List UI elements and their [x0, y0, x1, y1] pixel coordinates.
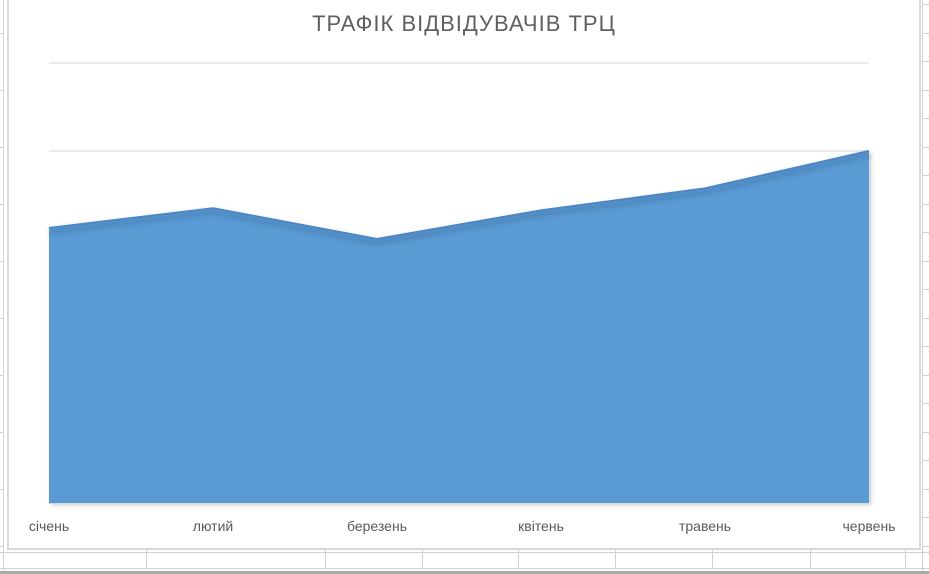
x-axis-label[interactable]: травень [678, 518, 732, 534]
sheet-cells-row[interactable] [0, 550, 929, 570]
sheet-row-line [923, 375, 929, 376]
x-axis-label[interactable]: лютий [192, 518, 234, 534]
sheet-row-line [923, 204, 929, 205]
sheet-row-line [0, 90, 3, 91]
sheet-row-line [923, 546, 929, 547]
sheet-column-line [615, 550, 616, 568]
sheet-row-line [0, 204, 3, 205]
sheet-column-line [146, 550, 147, 568]
sheet-row-line [923, 118, 929, 119]
sheet-row-line [0, 33, 3, 34]
sheet-row-line [923, 4, 929, 5]
sheet-row-line [923, 90, 929, 91]
sheet-column-line [922, 0, 923, 574]
sheet-row-line [0, 318, 3, 319]
sheet-row-line [0, 568, 929, 569]
sheet-row-line [923, 517, 929, 518]
sheet-row-line [923, 318, 929, 319]
chart-title[interactable]: ТРАФІК ВІДВІДУВАЧІВ ТРЦ [312, 11, 616, 36]
sheet-column-line [3, 0, 4, 574]
sheet-row-line [923, 346, 929, 347]
sheet-row-line [923, 289, 929, 290]
sheet-column-line [712, 550, 713, 568]
x-axis-label[interactable]: квітень [518, 518, 564, 534]
sheet-row-line [0, 552, 929, 553]
sheet-bottom-bar [0, 571, 929, 574]
sheet-column-line [810, 550, 811, 568]
sheet-row-line [923, 61, 929, 62]
x-axis-label[interactable]: червень [842, 518, 896, 534]
sheet-column-line [905, 550, 906, 568]
sheet-row-line [0, 546, 3, 547]
sheet-row-line [923, 175, 929, 176]
sheet-row-line [0, 432, 3, 433]
x-axis-label[interactable]: березень [347, 518, 407, 534]
sheet-row-line [923, 232, 929, 233]
sheet-row-line [923, 432, 929, 433]
sheet-row-line [923, 460, 929, 461]
sheet-row-line [0, 375, 3, 376]
sheet-row-line [0, 489, 3, 490]
sheet-row-line [923, 489, 929, 490]
sheet-row-line [0, 147, 3, 148]
sheet-row-line [923, 33, 929, 34]
sheet-row-line [0, 261, 3, 262]
sheet-column-line [518, 550, 519, 568]
sheet-column-line [422, 550, 423, 568]
x-axis-label[interactable]: січень [28, 518, 70, 534]
sheet-row-line [923, 147, 929, 148]
sheet-row-line [923, 403, 929, 404]
sheet-column-line [325, 550, 326, 568]
sheet-row-line [923, 261, 929, 262]
